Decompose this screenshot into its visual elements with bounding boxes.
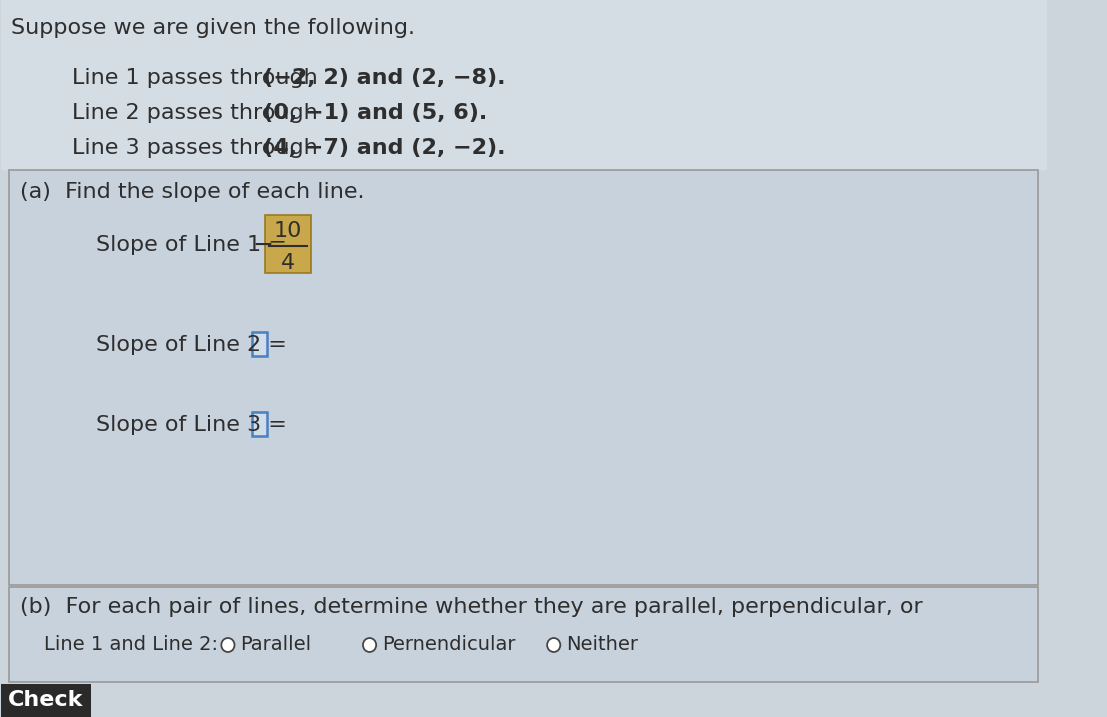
Bar <box>1 684 91 717</box>
Text: Line 1 passes through: Line 1 passes through <box>72 68 325 88</box>
FancyBboxPatch shape <box>266 215 311 273</box>
Text: (a)  Find the slope of each line.: (a) Find the slope of each line. <box>20 182 364 202</box>
Text: 10: 10 <box>273 221 302 241</box>
Text: Slope of Line 1 =: Slope of Line 1 = <box>95 235 293 255</box>
Text: Slope of Line 3 =: Slope of Line 3 = <box>95 415 293 435</box>
Text: (b)  For each pair of lines, determine whether they are parallel, perpendicular,: (b) For each pair of lines, determine wh… <box>20 597 923 617</box>
Text: Neither: Neither <box>566 635 638 655</box>
Text: 4: 4 <box>281 253 296 273</box>
Circle shape <box>363 638 376 652</box>
Text: Line 3 passes through: Line 3 passes through <box>72 138 325 158</box>
Text: Parallel: Parallel <box>240 635 311 655</box>
Text: Line 2 passes through: Line 2 passes through <box>72 103 325 123</box>
Text: −: − <box>252 233 273 257</box>
Text: Line 1 and Line 2:: Line 1 and Line 2: <box>44 635 218 655</box>
Bar <box>1 0 1047 170</box>
Circle shape <box>547 638 560 652</box>
Text: (0, −1) and (5, 6).: (0, −1) and (5, 6). <box>263 103 487 123</box>
Bar <box>9 587 1038 682</box>
Circle shape <box>221 638 235 652</box>
Bar <box>9 170 1038 585</box>
Text: Check: Check <box>8 690 83 711</box>
FancyBboxPatch shape <box>252 332 267 356</box>
Text: (4, −7) and (2, −2).: (4, −7) and (2, −2). <box>263 138 506 158</box>
Text: (−2, 2) and (2, −8).: (−2, 2) and (2, −8). <box>263 68 506 88</box>
Text: Suppose we are given the following.: Suppose we are given the following. <box>11 18 415 38</box>
Text: Pernendicular: Pernendicular <box>382 635 516 655</box>
FancyBboxPatch shape <box>252 412 267 436</box>
Text: Slope of Line 2 =: Slope of Line 2 = <box>95 335 293 355</box>
